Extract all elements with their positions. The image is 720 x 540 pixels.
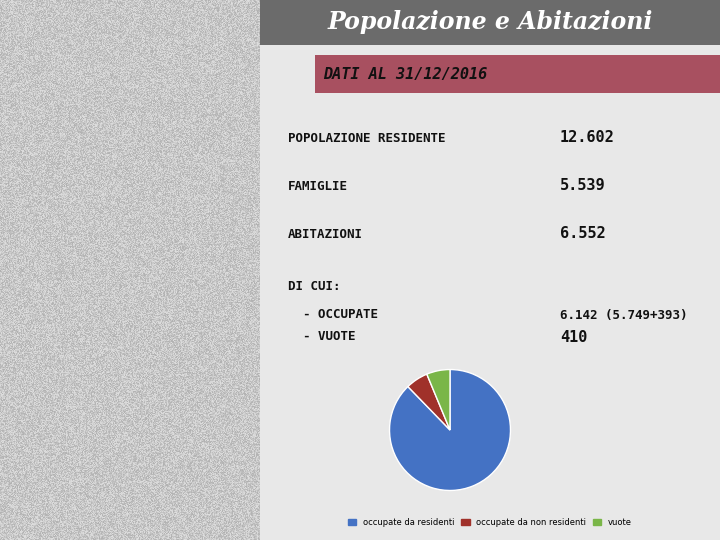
Text: Popolazione e Abitazioni: Popolazione e Abitazioni	[328, 10, 653, 35]
Wedge shape	[390, 369, 510, 490]
Text: - VUOTE: - VUOTE	[303, 330, 356, 343]
Bar	[315, 55, 720, 93]
Text: 6.142 (5.749+393): 6.142 (5.749+393)	[560, 308, 688, 321]
Text: 12.602: 12.602	[560, 131, 615, 145]
Text: 410: 410	[560, 329, 588, 345]
Text: DATI AL 31/12/2016: DATI AL 31/12/2016	[323, 66, 487, 82]
Bar	[260, 0, 720, 45]
Legend: occupate da residenti, occupate da non residenti, vuote: occupate da residenti, occupate da non r…	[345, 515, 635, 530]
Wedge shape	[408, 374, 450, 430]
Text: - OCCUPATE: - OCCUPATE	[303, 308, 378, 321]
Text: 6.552: 6.552	[560, 226, 606, 241]
Text: POPOLAZIONE RESIDENTE: POPOLAZIONE RESIDENTE	[288, 132, 446, 145]
Text: DI CUI:: DI CUI:	[288, 280, 341, 294]
Text: FAMIGLIE: FAMIGLIE	[288, 179, 348, 192]
Text: ABITAZIONI: ABITAZIONI	[288, 227, 363, 240]
Wedge shape	[427, 369, 450, 430]
Text: 5.539: 5.539	[560, 179, 606, 193]
